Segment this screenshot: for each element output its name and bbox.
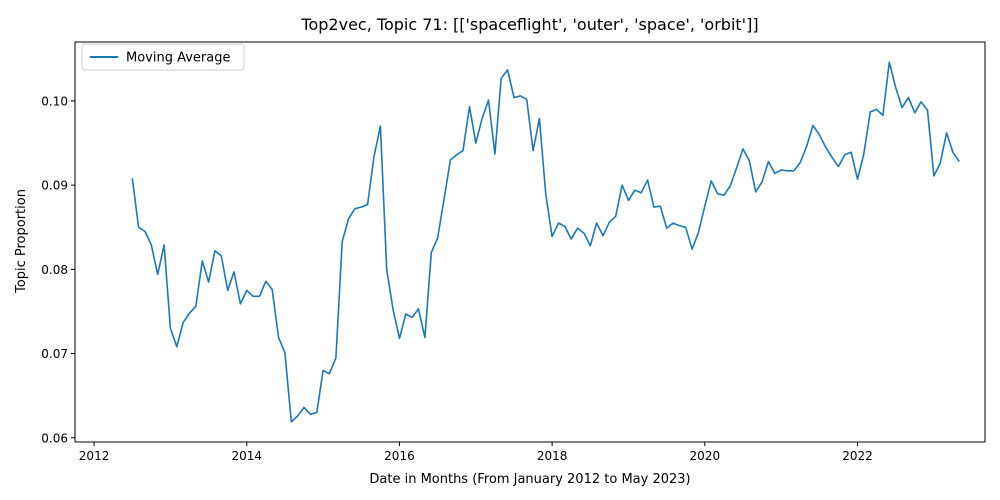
y-tick-label: 0.06 xyxy=(41,431,68,445)
axes-frame xyxy=(74,41,986,443)
x-axis-label: Date in Months (From January 2012 to May… xyxy=(369,472,690,487)
legend-label: Moving Average xyxy=(126,51,230,66)
y-axis-label: Topic Proportion xyxy=(14,189,29,294)
x-tick-label: 2022 xyxy=(842,449,873,463)
y-tick-label: 0.09 xyxy=(41,179,68,193)
x-tick-label: 2014 xyxy=(231,449,262,463)
series-line-0 xyxy=(131,61,960,423)
y-tick-label: 0.07 xyxy=(41,347,68,361)
x-tick-label: 2016 xyxy=(384,449,415,463)
plot-area: 2012 2014 2016 2018 2020 2022 0.06 0.07 0.08 0.09… xyxy=(41,41,986,463)
chart-title: Top2vec, Topic 71: [['spaceflight', 'out… xyxy=(300,15,758,34)
y-tick-label: 0.10 xyxy=(41,94,68,108)
x-tick-label: 2018 xyxy=(537,449,568,463)
x-tick-label: 2012 xyxy=(79,449,110,463)
legend-box xyxy=(81,43,245,71)
legend: Moving Average xyxy=(81,43,245,71)
y-tick-label: 0.08 xyxy=(41,263,68,277)
x-tick-label: 2020 xyxy=(690,449,721,463)
